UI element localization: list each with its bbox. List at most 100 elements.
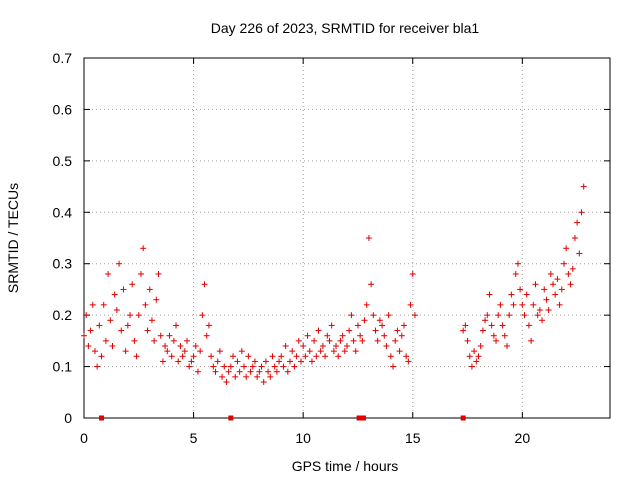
- data-point: [157, 332, 164, 339]
- data-point: [503, 343, 510, 349]
- y-tick-label: 0.7: [53, 50, 73, 66]
- data-point: [521, 312, 528, 319]
- data-point: [254, 373, 261, 380]
- data-point: [374, 337, 381, 344]
- data-point: [352, 348, 359, 355]
- data-point: [324, 332, 331, 339]
- data-point: [188, 358, 195, 365]
- data-point: [179, 353, 186, 360]
- data-point: [87, 327, 94, 334]
- data-point: [493, 337, 500, 344]
- data-point: [135, 312, 142, 319]
- data-point: [159, 358, 166, 365]
- data-point: [216, 348, 223, 355]
- y-tick-label: 0.6: [53, 101, 73, 117]
- data-point: [249, 363, 256, 370]
- y-tick-label: 0.2: [53, 307, 73, 323]
- data-point: [223, 379, 230, 385]
- gap-marker: [460, 415, 466, 421]
- data-point: [383, 343, 390, 349]
- data-point: [225, 368, 232, 375]
- data-point: [133, 353, 140, 360]
- data-point: [102, 337, 109, 344]
- data-point: [205, 322, 212, 329]
- data-point: [359, 337, 366, 344]
- data-point: [497, 301, 504, 308]
- data-point: [308, 358, 315, 365]
- data-point: [240, 363, 247, 370]
- data-point: [234, 358, 241, 365]
- data-point: [109, 343, 116, 349]
- data-point: [243, 373, 250, 380]
- data-point: [306, 348, 313, 355]
- data-point: [387, 353, 394, 360]
- data-point: [302, 353, 309, 360]
- axis-ticks: 0 5 10 15 20 0 0.1 0.2 0.3 0.4 0.5 0.6 0.7: [53, 50, 610, 446]
- data-point: [271, 363, 278, 370]
- data-point: [190, 353, 197, 360]
- data-point: [398, 332, 405, 339]
- data-point: [563, 245, 570, 252]
- data-point: [333, 343, 340, 349]
- data-point: [363, 301, 370, 308]
- data-point: [574, 219, 581, 226]
- data-point: [365, 235, 372, 241]
- data-point: [379, 322, 386, 329]
- data-point: [400, 322, 407, 329]
- data-point: [197, 348, 204, 355]
- data-point: [83, 312, 90, 319]
- data-point: [466, 353, 473, 360]
- data-point: [201, 281, 208, 288]
- data-point: [181, 348, 188, 355]
- data-point: [508, 291, 515, 298]
- data-point: [339, 332, 346, 339]
- data-point: [376, 317, 383, 324]
- data-point: [403, 353, 410, 360]
- data-point: [471, 348, 478, 355]
- y-tick-label: 0.3: [53, 256, 73, 272]
- data-point: [260, 379, 267, 385]
- data-point: [392, 337, 399, 344]
- data-point: [552, 291, 559, 298]
- data-point: [245, 353, 252, 360]
- data-point: [519, 301, 526, 308]
- data-point: [148, 317, 155, 324]
- data-point: [385, 312, 392, 319]
- data-point: [357, 332, 364, 339]
- data-point: [282, 343, 289, 349]
- data-point: [556, 301, 563, 308]
- data-point: [567, 281, 574, 288]
- data-point: [405, 358, 412, 365]
- data-point: [175, 358, 182, 365]
- data-point: [122, 348, 129, 355]
- data-point: [208, 353, 215, 360]
- data-point: [295, 337, 302, 344]
- data-point: [265, 368, 272, 375]
- data-point: [129, 281, 136, 288]
- data-point: [177, 343, 184, 349]
- data-point: [146, 286, 153, 293]
- data-point: [534, 312, 541, 319]
- x-axis-label: GPS time / hours: [292, 458, 399, 474]
- data-point: [192, 343, 199, 349]
- gap-marker: [228, 415, 234, 421]
- data-point: [194, 368, 201, 375]
- data-point: [267, 373, 274, 380]
- data-point: [284, 368, 291, 375]
- data-point: [81, 332, 87, 339]
- chart-title: Day 226 of 2023, SRMTID for receiver bla…: [211, 20, 480, 36]
- data-point: [313, 353, 320, 360]
- data-point: [486, 291, 493, 298]
- data-point: [460, 327, 467, 334]
- data-point: [554, 276, 561, 283]
- data-point: [107, 317, 114, 324]
- data-point: [221, 363, 228, 370]
- data-point: [173, 322, 180, 329]
- data-point: [247, 368, 254, 375]
- data-point: [236, 368, 243, 375]
- data-point: [536, 307, 543, 313]
- data-point: [473, 358, 480, 365]
- y-tick-label: 0.5: [53, 153, 73, 169]
- y-tick-label: 0.4: [53, 204, 73, 220]
